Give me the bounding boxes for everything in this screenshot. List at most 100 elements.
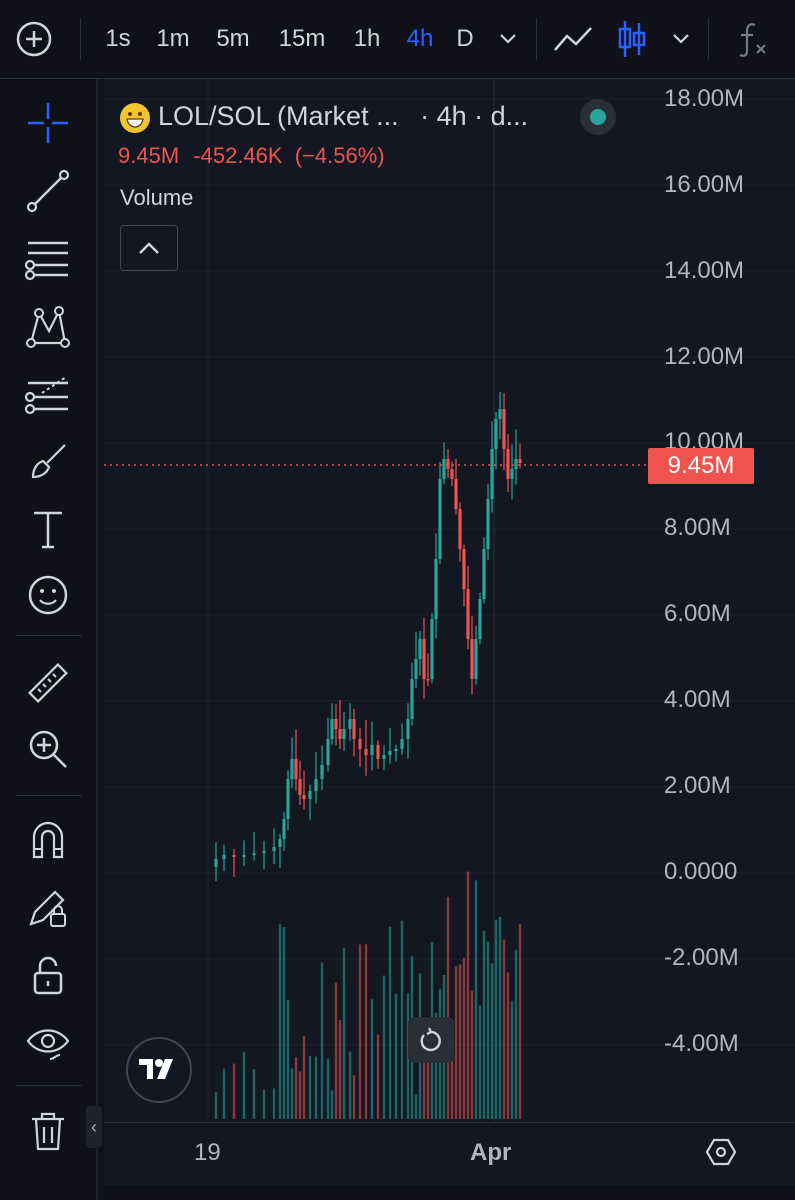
- candle-chart-button[interactable]: [610, 0, 654, 78]
- candle-body: [376, 745, 380, 759]
- chart-pane[interactable]: LOL/SOL (Market ... · 4h · d... 9.45M -4…: [104, 79, 795, 1122]
- zoom-in-tool[interactable]: [22, 723, 74, 775]
- candle-body: [222, 855, 226, 859]
- price-scale-label: 8.00M: [664, 514, 731, 541]
- volume-bar: [326, 1058, 330, 1119]
- time-axis[interactable]: 19 Apr: [104, 1122, 795, 1185]
- price-chart[interactable]: [104, 79, 795, 1122]
- market-status-indicator[interactable]: [580, 99, 616, 135]
- interval-1s[interactable]: 1s: [105, 25, 131, 52]
- volume-bar: [320, 962, 324, 1119]
- candle-body: [434, 559, 438, 619]
- legend-collapse-button[interactable]: [120, 225, 178, 271]
- volume-bar: [382, 975, 386, 1119]
- line-chart-button[interactable]: [550, 0, 600, 78]
- interval-1m[interactable]: 1m: [156, 25, 190, 52]
- interval-dropdown-button[interactable]: [490, 0, 526, 78]
- volume-bar: [358, 944, 362, 1119]
- candle-body: [506, 449, 510, 479]
- candle-body: [278, 839, 282, 847]
- chart-type-dropdown-button[interactable]: [664, 0, 698, 78]
- time-label: Apr: [470, 1139, 512, 1166]
- pattern-icon: [26, 306, 70, 348]
- lock-drawings-tool[interactable]: [22, 881, 74, 933]
- candle-body: [446, 459, 450, 469]
- volume-bar: [406, 993, 410, 1119]
- candle-body: [338, 729, 342, 739]
- candle-body: [286, 779, 290, 819]
- chevron-left-icon: ‹: [91, 1116, 97, 1137]
- candle-body: [262, 851, 266, 853]
- candle-body: [364, 749, 368, 755]
- volume-bar: [314, 1056, 318, 1119]
- price-scale-label: 14.00M: [664, 257, 745, 284]
- tradingview-logo[interactable]: [126, 1037, 192, 1103]
- reset-icon: [420, 1027, 441, 1052]
- chart-settings-button[interactable]: [705, 1137, 737, 1172]
- symbol-title: LOL/SOL (Market ...: [158, 101, 399, 131]
- candlestick-icon: [618, 21, 646, 57]
- measure-tool[interactable]: [22, 657, 74, 709]
- interval-4h[interactable]: 4h: [406, 25, 434, 52]
- toolbar-divider: [16, 795, 82, 796]
- crosshair-tool[interactable]: [22, 97, 74, 149]
- fib-retracement-tool[interactable]: [22, 233, 74, 285]
- interval-1d[interactable]: D: [456, 25, 474, 52]
- interval-1h[interactable]: 1h: [353, 25, 381, 52]
- volume-bar: [414, 1094, 418, 1119]
- candle-body: [414, 659, 418, 679]
- candle-body: [490, 449, 494, 499]
- candle-body: [400, 739, 404, 749]
- reset-chart-button[interactable]: [408, 1017, 454, 1063]
- candle-body: [466, 589, 470, 639]
- hide-drawings-tool[interactable]: [22, 1017, 74, 1069]
- interval-5m[interactable]: 5m: [216, 25, 250, 52]
- trend-line-tool[interactable]: [22, 165, 74, 217]
- interval-15m[interactable]: 15m: [278, 25, 326, 52]
- brush-tool[interactable]: [22, 435, 74, 487]
- volume-bar: [446, 896, 450, 1119]
- magnet-tool[interactable]: [22, 813, 74, 865]
- indicators-button[interactable]: [726, 0, 776, 78]
- candle-body: [282, 819, 286, 839]
- volume-bar: [422, 1057, 426, 1119]
- settings-hexagon-icon: [705, 1138, 737, 1166]
- price-scale-label: 18.00M: [664, 85, 745, 112]
- candle-body: [454, 479, 458, 509]
- remove-drawings-tool[interactable]: [22, 1105, 74, 1157]
- candle-body: [498, 409, 502, 419]
- add-symbol-button[interactable]: [12, 0, 56, 78]
- emoji-tool[interactable]: [22, 569, 74, 621]
- volume-bar: [294, 1057, 298, 1119]
- chevron-up-icon: [139, 242, 159, 254]
- volume-bar: [352, 1075, 356, 1119]
- candle-body: [410, 679, 414, 719]
- text-tool[interactable]: [22, 503, 74, 555]
- candle-body: [370, 745, 374, 755]
- grinning-face-icon: [120, 102, 150, 133]
- sidebar-collapse-handle[interactable]: ‹: [86, 1106, 102, 1148]
- symbol-legend[interactable]: LOL/SOL (Market ... · 4h · d...: [120, 101, 528, 133]
- candle-body: [458, 509, 462, 549]
- volume-bar: [494, 919, 498, 1119]
- volume-bar: [502, 939, 506, 1119]
- volume-legend[interactable]: Volume: [120, 185, 194, 210]
- candle-body: [342, 729, 346, 739]
- price-scale-label: 4.00M: [664, 686, 731, 713]
- pattern-tool[interactable]: [22, 301, 74, 353]
- price-scale-label: 2.00M: [664, 772, 731, 799]
- prediction-tool[interactable]: [22, 369, 74, 421]
- toolbar-divider: [16, 635, 82, 636]
- candle-body: [232, 855, 236, 857]
- tradingview-logo-icon: [139, 1059, 173, 1079]
- candle-body: [214, 859, 218, 867]
- volume-bar: [510, 1000, 514, 1119]
- volume-bar: [242, 1052, 246, 1119]
- unlock-tool[interactable]: [22, 949, 74, 1001]
- candle-body: [298, 779, 302, 795]
- candle-body: [438, 479, 442, 559]
- volume-bar: [252, 1069, 256, 1119]
- volume-bar: [462, 957, 466, 1119]
- drawing-toolbar: [0, 79, 98, 1200]
- toolbar-divider: [536, 18, 537, 60]
